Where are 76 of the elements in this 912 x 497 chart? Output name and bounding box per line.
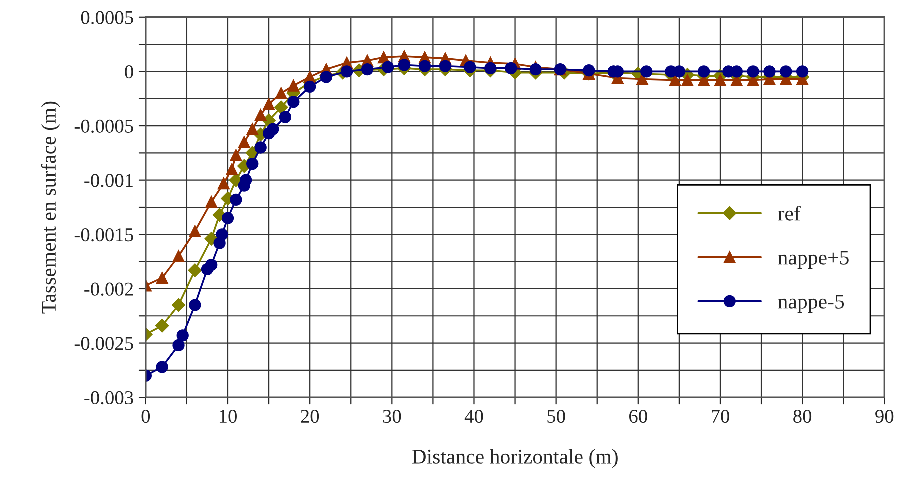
point — [156, 361, 168, 374]
point — [262, 98, 276, 110]
point — [439, 60, 452, 72]
point — [246, 158, 259, 170]
point — [484, 62, 497, 75]
point — [155, 319, 170, 333]
x-tick-label: 0 — [142, 410, 150, 424]
x-tick-label: 30 — [383, 410, 402, 424]
point — [246, 123, 259, 136]
point — [226, 163, 238, 176]
point — [188, 264, 202, 278]
point — [747, 66, 760, 78]
point — [505, 62, 518, 75]
point — [254, 109, 267, 122]
point — [189, 299, 202, 312]
point — [176, 330, 189, 342]
point — [640, 66, 653, 78]
point — [240, 174, 252, 186]
x-tick-label: 10 — [220, 410, 237, 424]
point — [288, 96, 300, 108]
point — [218, 178, 230, 190]
point — [288, 80, 300, 92]
point — [172, 250, 185, 262]
point — [464, 61, 476, 74]
x-tick-label: 20 — [301, 410, 320, 424]
point — [418, 60, 432, 72]
point — [636, 73, 649, 86]
point — [275, 87, 288, 100]
x-tick-label: 60 — [630, 410, 648, 424]
point — [189, 225, 202, 238]
point — [216, 228, 228, 241]
point — [304, 80, 316, 93]
x-tick-label: 80 — [794, 410, 812, 424]
point — [172, 339, 185, 352]
y-tick-label: 0.0005 — [81, 11, 134, 24]
y-tick-label: -0.0015 — [74, 228, 134, 242]
point — [780, 66, 792, 78]
legend-label: nappe+5 — [778, 251, 849, 270]
point — [206, 258, 218, 272]
legend-label: nappe-5 — [778, 295, 844, 314]
point — [222, 212, 234, 224]
point — [156, 272, 168, 284]
point — [279, 111, 292, 124]
point — [206, 196, 218, 208]
y-tick-label: -0.003 — [84, 391, 134, 405]
point — [382, 61, 394, 74]
y-tick-label: -0.001 — [84, 174, 133, 188]
point — [340, 66, 354, 78]
y-tick-label: -0.0025 — [74, 337, 134, 350]
point — [361, 63, 374, 76]
point — [172, 298, 186, 312]
point — [398, 59, 411, 72]
point — [764, 66, 776, 78]
x-tick-label: 40 — [464, 410, 484, 424]
x-tick-label: 90 — [876, 410, 894, 424]
y-axis-title: Tassement en surface (m) — [41, 102, 60, 314]
point — [230, 194, 242, 206]
point — [682, 74, 694, 86]
point — [267, 123, 280, 136]
y-tick-label: -0.002 — [84, 282, 134, 296]
legend-label: ref — [778, 206, 801, 221]
point — [274, 100, 288, 114]
point — [238, 136, 250, 148]
point — [230, 149, 242, 162]
point — [254, 142, 267, 154]
point — [796, 66, 809, 78]
point — [698, 66, 710, 78]
y-tick-label: 0 — [125, 66, 134, 79]
x-tick-label: 70 — [712, 410, 730, 424]
x-axis-title: Distance horizontale (m) — [412, 449, 618, 468]
point — [583, 64, 596, 77]
x-tick-label: 50 — [548, 410, 566, 424]
point — [714, 74, 727, 86]
point — [530, 63, 542, 76]
y-tick-label: -0.0005 — [74, 120, 134, 134]
point — [320, 71, 333, 84]
